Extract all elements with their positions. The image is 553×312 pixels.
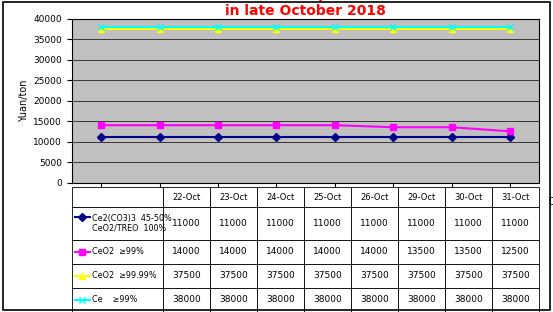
Text: 37500: 37500 bbox=[360, 271, 389, 280]
Text: 37500: 37500 bbox=[407, 271, 436, 280]
Text: 38000: 38000 bbox=[172, 295, 201, 304]
Text: 14000: 14000 bbox=[172, 247, 201, 256]
Text: 37500: 37500 bbox=[219, 271, 248, 280]
Text: 11000: 11000 bbox=[313, 219, 342, 228]
Text: 38000: 38000 bbox=[360, 295, 389, 304]
Text: 14000: 14000 bbox=[266, 247, 295, 256]
Text: 11000: 11000 bbox=[360, 219, 389, 228]
Y-axis label: Yuan/ton: Yuan/ton bbox=[19, 79, 29, 122]
Text: 11000: 11000 bbox=[407, 219, 436, 228]
Text: 37500: 37500 bbox=[172, 271, 201, 280]
Text: 37500: 37500 bbox=[313, 271, 342, 280]
Text: 38000: 38000 bbox=[501, 295, 530, 304]
Text: 38000: 38000 bbox=[454, 295, 483, 304]
Text: 11000: 11000 bbox=[266, 219, 295, 228]
Text: 11000: 11000 bbox=[501, 219, 530, 228]
Text: 11000: 11000 bbox=[219, 219, 248, 228]
Text: 30-Oct: 30-Oct bbox=[455, 193, 483, 202]
Text: 14000: 14000 bbox=[313, 247, 342, 256]
Text: 37500: 37500 bbox=[501, 271, 530, 280]
Text: 26-Oct: 26-Oct bbox=[361, 193, 389, 202]
Text: 29-Oct: 29-Oct bbox=[408, 193, 436, 202]
Text: 25-Oct: 25-Oct bbox=[314, 193, 342, 202]
Text: 11000: 11000 bbox=[172, 219, 201, 228]
Text: 38000: 38000 bbox=[407, 295, 436, 304]
Text: Ce2(CO3)3  45-50%
CeO2/TREO  100%: Ce2(CO3)3 45-50% CeO2/TREO 100% bbox=[92, 213, 171, 233]
Text: 38000: 38000 bbox=[266, 295, 295, 304]
Text: 12500: 12500 bbox=[501, 247, 530, 256]
Text: 37500: 37500 bbox=[266, 271, 295, 280]
Text: 22-Oct: 22-Oct bbox=[173, 193, 201, 202]
Text: Ce    ≥99%: Ce ≥99% bbox=[92, 295, 137, 304]
Text: 14000: 14000 bbox=[360, 247, 389, 256]
Text: 38000: 38000 bbox=[313, 295, 342, 304]
Text: 38000: 38000 bbox=[219, 295, 248, 304]
Text: 23-Oct: 23-Oct bbox=[220, 193, 248, 202]
Text: 14000: 14000 bbox=[219, 247, 248, 256]
Text: 24-Oct: 24-Oct bbox=[267, 193, 295, 202]
Text: CeO2  ≥99%: CeO2 ≥99% bbox=[92, 247, 144, 256]
Text: CeO2  ≥99.99%: CeO2 ≥99.99% bbox=[92, 271, 156, 280]
Text: 11000: 11000 bbox=[454, 219, 483, 228]
Title: Cerium series price trend
in late October 2018: Cerium series price trend in late Octobe… bbox=[206, 0, 405, 17]
Text: Date: Date bbox=[549, 197, 553, 207]
Text: 37500: 37500 bbox=[454, 271, 483, 280]
Text: 31-Oct: 31-Oct bbox=[502, 193, 530, 202]
Text: 13500: 13500 bbox=[407, 247, 436, 256]
Text: 13500: 13500 bbox=[454, 247, 483, 256]
